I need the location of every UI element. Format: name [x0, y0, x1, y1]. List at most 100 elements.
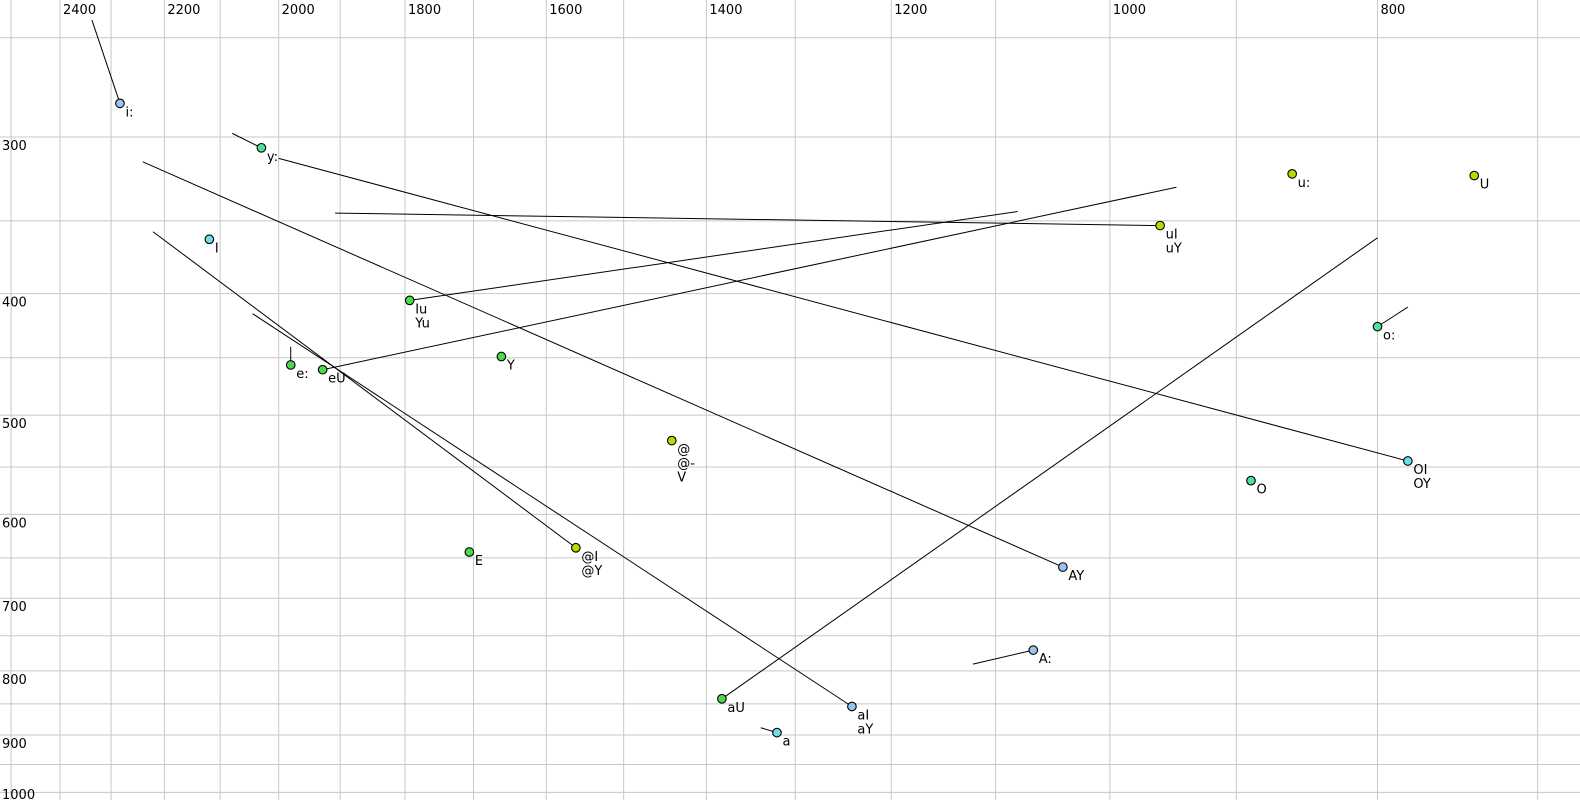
vowel-label-eU: eU	[328, 372, 346, 387]
vowel-dot-u:	[1287, 169, 1298, 179]
y-tick-label-400: 400	[2, 296, 27, 311]
vowel-point-y:: y:	[256, 142, 278, 165]
vowel-label-O: O	[1256, 483, 1266, 498]
trajectory-line-A:	[972, 649, 1034, 665]
vowel-dot-aU	[717, 693, 727, 704]
vowel-point-o:: o:	[1372, 321, 1395, 344]
trajectory-line-aU	[721, 237, 1378, 700]
vowel-dot-uI	[1155, 220, 1165, 231]
vowel-dot-@	[666, 435, 677, 446]
y-tick-label-900: 900	[2, 737, 27, 752]
vowel-label-i:: i:	[125, 105, 133, 120]
trajectory-line-Iu	[409, 211, 1018, 301]
vowel-label-o:: o:	[1383, 329, 1395, 344]
vowel-label-OI: OI	[1413, 463, 1427, 478]
vowel-label-@-: @-	[677, 457, 695, 472]
trajectory-layer	[91, 19, 1409, 734]
vowel-point-eU: eU	[317, 364, 346, 387]
x-tick-label-2200: 2200	[167, 3, 200, 18]
vowel-label-@Y: @Y	[581, 564, 602, 579]
vowel-dot-@I	[571, 542, 581, 553]
vowel-label-aI: aI	[857, 708, 869, 723]
vowel-point-I: I	[204, 234, 219, 256]
vowel-point-E: E	[464, 547, 483, 569]
y-tick-label-300: 300	[2, 139, 27, 154]
vowel-label-E: E	[475, 554, 483, 569]
vowel-point-@I: @I@Y	[571, 542, 602, 579]
trajectory-line-AY	[142, 161, 1064, 568]
vowel-point-O: O	[1246, 475, 1267, 498]
vowel-dot-OI	[1403, 456, 1413, 466]
x-tick-label-2000: 2000	[282, 3, 315, 18]
vowel-label-aU: aU	[727, 701, 744, 716]
vowel-dot-a	[772, 727, 782, 738]
vowel-label-u:: u:	[1298, 176, 1311, 191]
vowel-point-u:: u:	[1287, 169, 1311, 191]
vowel-point-U: U	[1469, 170, 1490, 193]
vowel-dot-O	[1246, 475, 1256, 486]
vowel-label-U: U	[1480, 178, 1490, 193]
vowel-label-AY: AY	[1068, 569, 1084, 584]
trajectory-line-i:	[91, 19, 121, 104]
vowel-label-@: @	[677, 443, 690, 458]
vowel-dot-U	[1469, 170, 1480, 181]
vowel-point-e:: e:	[285, 360, 309, 382]
vowel-dot-e:	[285, 360, 296, 370]
vowel-label-a: a	[782, 735, 790, 750]
trajectory-line-y:	[231, 132, 262, 149]
vowel-label-Iu: Iu	[415, 302, 427, 317]
vowel-point-@: @@-V	[666, 435, 695, 486]
vowel-dot-A:	[1028, 645, 1039, 655]
vowel-label-uY: uY	[1166, 242, 1182, 257]
vowel-dot-Y	[496, 351, 507, 362]
vowel-label-I: I	[215, 241, 219, 256]
x-tick-label-800: 800	[1380, 3, 1405, 18]
trajectory-line-o:	[1377, 306, 1409, 328]
vowel-point-a: a	[772, 727, 790, 750]
vowel-point-aU: aU	[717, 693, 745, 716]
x-tick-label-2400: 2400	[63, 3, 96, 18]
x-tick-label-1200: 1200	[894, 3, 927, 18]
trajectory-line-@I	[152, 231, 577, 549]
y-tick-label-800: 800	[2, 673, 27, 688]
x-tick-label-1000: 1000	[1113, 3, 1146, 18]
vowel-dot-AY	[1058, 562, 1068, 572]
vowel-dot-i:	[115, 98, 125, 109]
vowel-dot-y:	[256, 142, 267, 153]
vowel-label-A:: A:	[1039, 652, 1052, 667]
trajectory-line-eU	[322, 186, 1177, 371]
y-tick-label-700: 700	[2, 600, 27, 615]
trajectory-line-OI	[278, 157, 1408, 462]
vowel-label-@I: @I	[581, 550, 598, 565]
trajectory-line-aI	[252, 313, 853, 707]
vowel-dot-eU	[317, 364, 328, 375]
y-tick-label-1000: 1000	[2, 788, 35, 800]
y-tick-label-600: 600	[2, 516, 27, 531]
vowel-point-AY: AY	[1058, 562, 1084, 584]
x-tick-label-1600: 1600	[549, 3, 582, 18]
vowel-dot-I	[204, 234, 215, 245]
vowel-point-i:: i:	[115, 98, 133, 120]
vowel-dot-E	[464, 547, 475, 557]
vowel-point-A:: A:	[1028, 645, 1052, 667]
vowel-label-OY: OY	[1413, 477, 1431, 492]
vowel-dot-aI	[847, 701, 857, 712]
vowel-label-e:: e:	[296, 367, 308, 382]
vowel-label-aY: aY	[857, 722, 873, 737]
x-tick-label-1800: 1800	[408, 3, 441, 18]
trajectory-line-uI	[335, 212, 1161, 227]
vowel-label-V: V	[677, 471, 686, 486]
y-tick-label-500: 500	[2, 417, 27, 432]
vowel-dot-o:	[1372, 321, 1383, 332]
axis-tick-labels: 2400 2200 2000 1800 1600 1400 1200 1000 800 300 40…	[2, 3, 1405, 800]
vowel-label-uI: uI	[1166, 228, 1178, 243]
vowel-label-y:: y:	[267, 150, 278, 165]
